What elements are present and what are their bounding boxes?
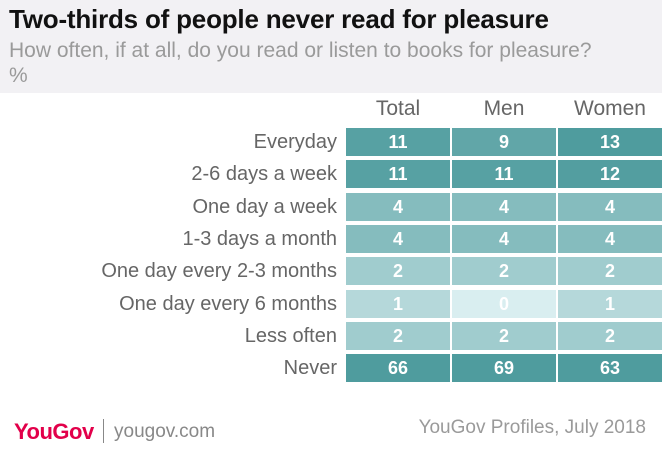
row-label-1-3-days-a-month: 1-3 days a month: [182, 227, 337, 250]
logo-divider: [103, 419, 104, 443]
row-label-everyday: Everyday: [253, 131, 337, 153]
cell-one-day-a-week-men: 4: [452, 192, 556, 221]
cell-one-day-every-6-months-men: 0: [452, 289, 556, 318]
row-label-2-6-days-a-week: 2-6 days a week: [191, 163, 337, 186]
cell-less-often-men: 2: [452, 321, 556, 350]
cell-one-day-every-6-months-total: 1: [346, 289, 450, 318]
cell-everyday-men: 9: [452, 128, 556, 156]
yougov-logo: YouGov: [14, 419, 94, 444]
cell-less-often-women: 2: [558, 321, 662, 350]
cell-everyday-total: 11: [346, 128, 450, 156]
cell-one-day-a-week-women: 4: [558, 192, 662, 221]
row-label-one-day-a-week: One day a week: [192, 195, 337, 218]
cell-1-3-days-a-month-men: 4: [452, 224, 556, 253]
cell-less-often-total: 2: [346, 321, 450, 350]
cell-one-day-every-6-months-women: 1: [558, 289, 662, 318]
source-note: YouGov Profiles, July 2018: [418, 417, 646, 438]
column-header-women: Women: [574, 97, 646, 120]
row-label-less-often: Less often: [244, 324, 337, 347]
cell-one-day-every-2-3-months-men: 2: [452, 257, 556, 286]
chart-title: Two-thirds of people never read for plea…: [9, 4, 549, 34]
site-link: yougov.com: [114, 421, 216, 442]
column-header-men: Men: [483, 97, 525, 120]
cell-2-6-days-a-week-women: 12: [558, 160, 662, 189]
cell-never-men: 69: [452, 354, 556, 383]
row-label-one-day-every-6-months: One day every 6 months: [119, 292, 337, 315]
column-header-total: Total: [375, 97, 421, 120]
cell-1-3-days-a-month-total: 4: [346, 224, 450, 253]
cell-2-6-days-a-week-total: 11: [346, 160, 450, 189]
cell-one-day-a-week-total: 4: [346, 192, 450, 221]
row-label-never: Never: [283, 357, 337, 380]
cell-everyday-women: 13: [558, 128, 662, 156]
cell-1-3-days-a-month-women: 4: [558, 224, 662, 253]
chart-subtitle: How often, if at all, do you read or lis…: [9, 39, 592, 87]
header-band: Two-thirds of people never read for plea…: [0, 0, 662, 93]
row-label-one-day-every-2-3-months: One day every 2-3 months: [101, 260, 337, 283]
cell-2-6-days-a-week-men: 11: [452, 160, 556, 189]
cell-one-day-every-2-3-months-total: 2: [346, 257, 450, 286]
cell-never-total: 66: [346, 354, 450, 383]
cell-never-women: 63: [558, 354, 662, 383]
cell-one-day-every-2-3-months-women: 2: [558, 257, 662, 286]
